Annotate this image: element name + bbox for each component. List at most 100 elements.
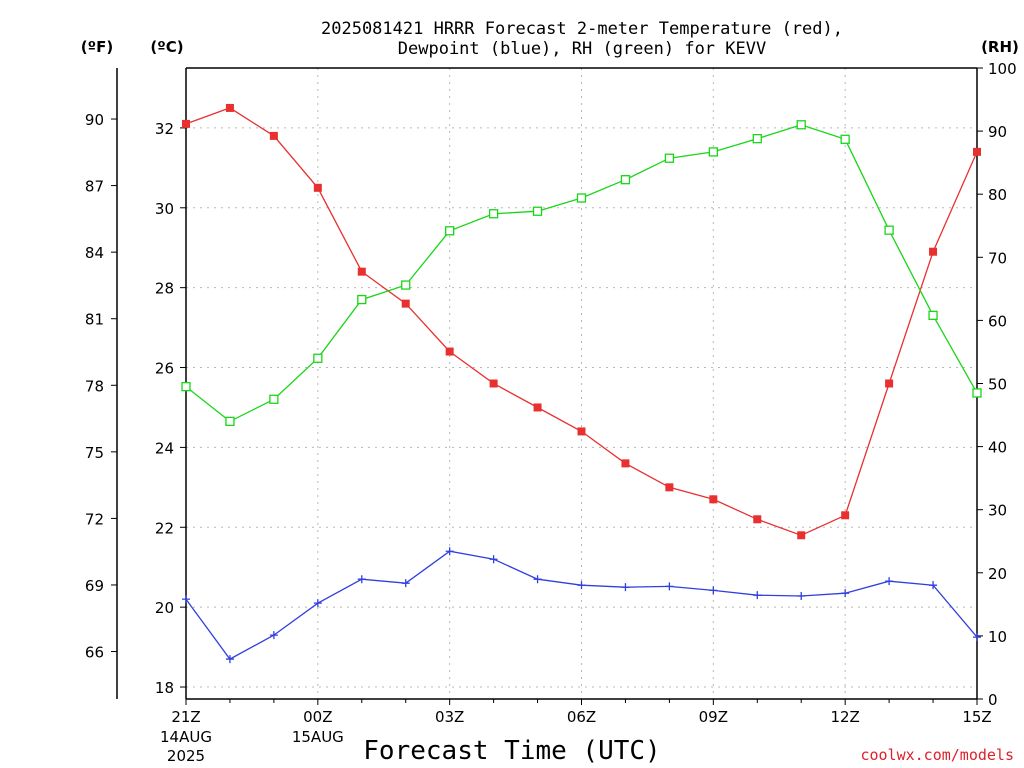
temperature-point: [753, 515, 762, 524]
dewpoint-point: [621, 583, 630, 592]
rh-point: [664, 153, 675, 163]
dewpoint-point: [885, 577, 894, 586]
temperature-point: [577, 427, 586, 436]
celsius-tick-label: 22: [155, 519, 174, 537]
x-tick-label: 15Z: [962, 708, 991, 726]
celsius-tick-label: 32: [155, 120, 174, 138]
celsius-tick-label: 18: [155, 679, 174, 697]
temperature-point: [533, 403, 542, 412]
fahrenheit-tick-label: 78: [85, 377, 104, 395]
celsius-tick-label: 26: [155, 360, 174, 378]
dewpoint-point: [665, 582, 674, 591]
rh-point: [488, 209, 499, 219]
celsius-tick-label: 24: [155, 439, 174, 457]
x-tick-label: 21Z: [171, 708, 200, 726]
rh-tick-label: 0: [988, 691, 998, 709]
dewpoint-point: [225, 655, 234, 664]
chart-axes: [111, 67, 983, 705]
temperature-point: [709, 495, 718, 504]
dewpoint-point: [489, 555, 498, 564]
fahrenheit-tick-label: 66: [85, 644, 104, 662]
temperature-point: [401, 299, 410, 308]
temperature-point: [445, 347, 454, 356]
dewpoint-point: [533, 575, 542, 584]
temperature-point: [357, 267, 366, 276]
rh-point: [181, 382, 191, 392]
dewpoint-point: [973, 633, 981, 642]
fahrenheit-tick-label: 75: [85, 444, 104, 462]
credit-label: coolwx.com/models: [860, 746, 1014, 764]
temperature-point: [182, 119, 190, 128]
fahrenheit-tick-label: 69: [85, 577, 104, 595]
x-tick-label: 00Z: [303, 708, 332, 726]
rh-point: [840, 134, 850, 144]
x-tick-label: 06Z: [567, 708, 596, 726]
rh-point: [576, 193, 587, 203]
rh-tick-label: 20: [988, 565, 1007, 583]
rh-tick-label: 90: [988, 123, 1007, 141]
rh-point: [532, 206, 543, 216]
chart-title-line2: Dewpoint (blue), RH (green) for KEVV: [398, 39, 766, 59]
x-tick-label: 12Z: [830, 708, 859, 726]
x-axis-label: Forecast Time (UTC): [363, 736, 660, 766]
rh-point: [972, 388, 982, 398]
temperature-point: [489, 379, 498, 388]
data-series: [181, 103, 982, 664]
dewpoint-point: [753, 591, 762, 600]
temperature-point: [797, 531, 806, 540]
celsius-unit-label: (ºC): [150, 38, 183, 56]
rh-tick-label: 60: [988, 312, 1007, 330]
rh-tick-label: 100: [988, 60, 1017, 78]
rh-point: [796, 120, 806, 130]
dewpoint-point: [182, 595, 190, 604]
temperature-point: [621, 459, 630, 468]
temperature-point: [973, 147, 981, 156]
x-tick-label: 09Z: [699, 708, 728, 726]
fahrenheit-tick-label: 81: [85, 311, 104, 329]
rh-point: [884, 225, 894, 235]
temperature-point: [841, 511, 850, 520]
rh-point: [620, 175, 631, 185]
chart-title-line1: 2025081421 HRRR Forecast 2-meter Tempera…: [321, 19, 843, 39]
dewpoint-point: [269, 631, 278, 640]
rh-point: [269, 394, 279, 404]
dewpoint-point: [797, 591, 806, 600]
dewpoint-point: [929, 581, 938, 590]
x-tick-year: 2025: [167, 747, 205, 765]
fahrenheit-tick-label: 87: [85, 178, 104, 196]
rh-point: [445, 226, 455, 236]
rh-tick-label: 10: [988, 628, 1007, 646]
x-tick-date: 14AUG: [160, 728, 212, 746]
rh-point: [708, 147, 718, 157]
temperature-point: [269, 131, 278, 140]
rh-point: [752, 134, 762, 144]
rh-tick-label: 40: [988, 439, 1007, 457]
rh-point: [928, 310, 938, 321]
temperature-point: [885, 379, 894, 388]
dewpoint-point: [841, 589, 850, 598]
grid-lines: [186, 68, 977, 699]
dewpoint-point: [313, 599, 322, 608]
fahrenheit-tick-label: 72: [85, 510, 104, 528]
rh-point: [357, 294, 367, 305]
celsius-tick-label: 28: [155, 280, 174, 298]
x-tick-date: 15AUG: [292, 728, 344, 746]
celsius-tick-label: 30: [155, 200, 174, 218]
fahrenheit-unit-label: (ºF): [81, 38, 113, 56]
temperature-point: [929, 247, 938, 256]
x-tick-label: 03Z: [435, 708, 464, 726]
rh-tick-label: 80: [988, 186, 1007, 204]
rh-tick-label: 70: [988, 249, 1007, 267]
dewpoint-point: [577, 581, 586, 590]
rh-point: [401, 280, 411, 290]
temperature-point: [225, 103, 234, 112]
dewpoint-point: [357, 575, 366, 584]
rh-unit-label: (RH): [981, 38, 1019, 56]
rh-point: [313, 353, 323, 363]
temperature-point: [313, 183, 322, 192]
dewpoint-point: [401, 579, 410, 588]
rh-tick-label: 30: [988, 502, 1007, 520]
fahrenheit-tick-label: 84: [85, 244, 104, 262]
